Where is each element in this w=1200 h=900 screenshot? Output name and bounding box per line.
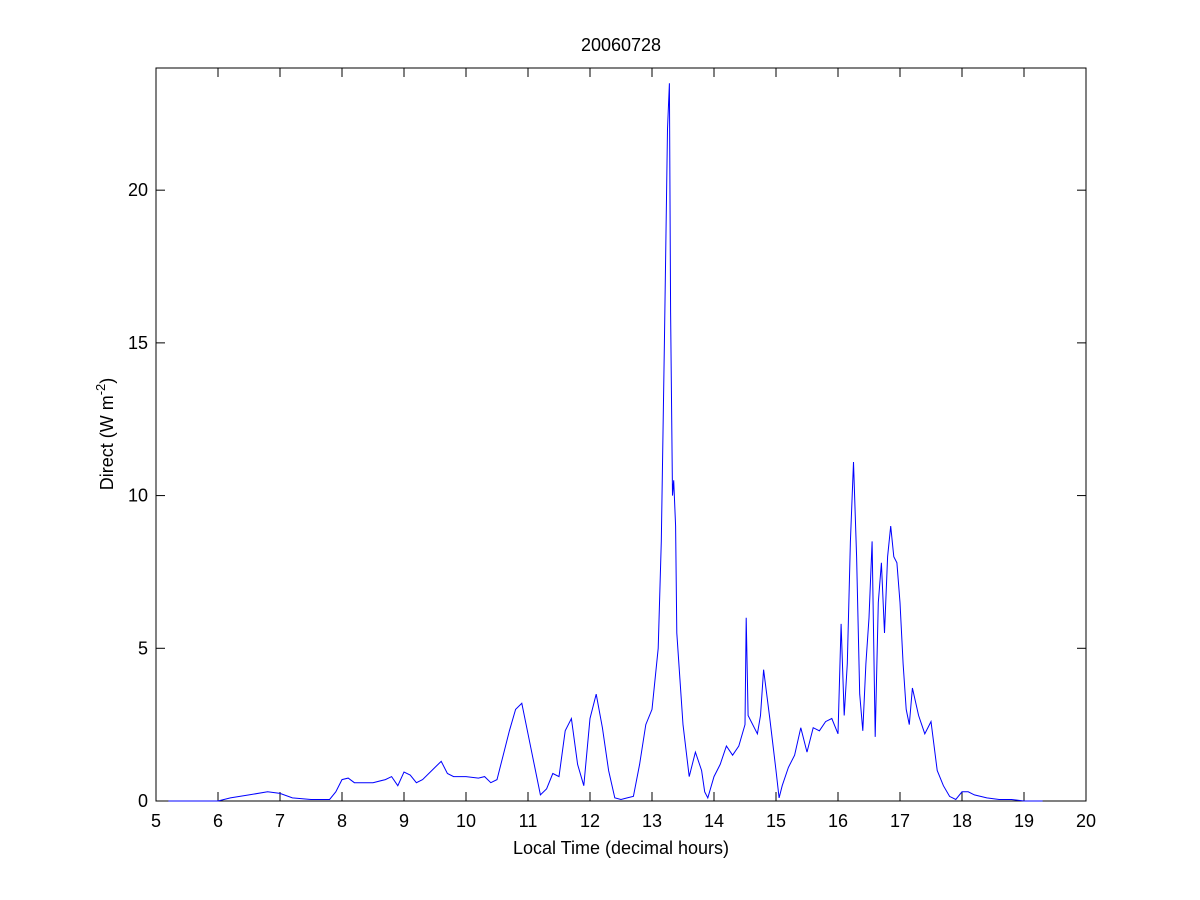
y-axis-label-superscript: -2 [93,384,108,396]
x-tick-label: 12 [580,811,600,831]
x-tick-label: 6 [213,811,223,831]
x-tick-label: 17 [890,811,910,831]
x-tick-label: 8 [337,811,347,831]
y-axis-label-close: ) [97,378,117,384]
x-tick-label: 14 [704,811,724,831]
plot-area-frame [155,67,1087,802]
x-tick-label: 19 [1014,811,1034,831]
x-tick-label: 13 [642,811,662,831]
x-tick-label: 15 [766,811,786,831]
y-tick-label: 15 [128,333,148,353]
x-tick-label: 16 [828,811,848,831]
y-axis-label-main: Direct (W m [97,395,117,490]
chart-title: 20060728 [581,35,661,55]
y-tick-label: 20 [128,180,148,200]
x-tick-label: 10 [456,811,476,831]
x-axis-label: Local Time (decimal hours) [513,838,729,858]
x-tick-label: 7 [275,811,285,831]
x-tick-label: 20 [1076,811,1096,831]
x-tick-label: 9 [399,811,409,831]
y-axis-label: Direct (W m-2) [93,378,117,491]
direct-irradiance-series-line [168,83,1043,802]
axis-ticks [155,68,1087,802]
y-tick-label: 5 [138,638,148,658]
x-tick-label: 11 [519,811,538,831]
y-tick-label: 10 [128,486,148,506]
y-tick-label: 0 [138,791,148,811]
x-tick-label: 18 [952,811,972,831]
x-tick-label: 5 [151,811,161,831]
